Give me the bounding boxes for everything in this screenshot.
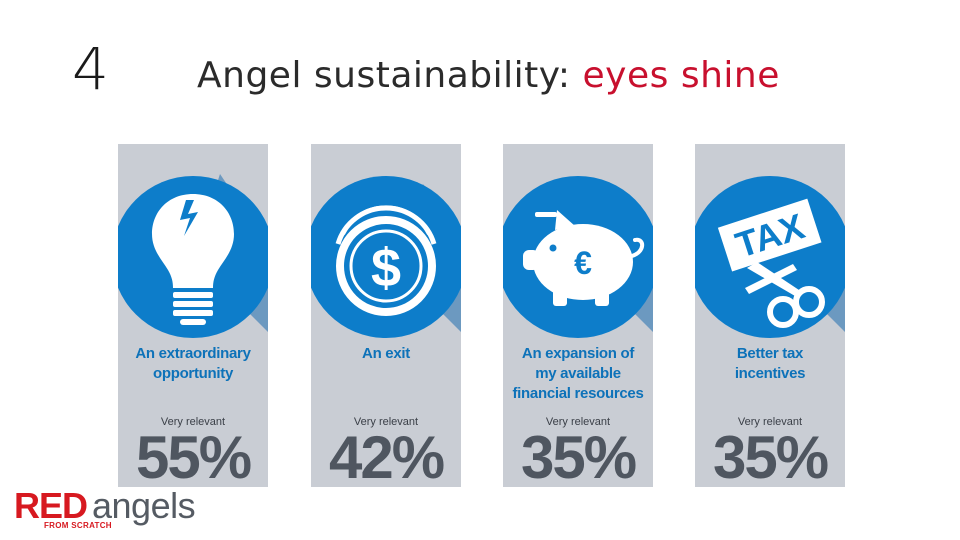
percent-value: 35% [712,424,829,488]
logo-tagline: FROM SCRATCH [44,521,112,530]
dollar-coin-icon: $ [311,176,461,338]
title-accent: eyes shine [582,55,780,96]
dollar-sign: $ [371,238,401,298]
card-label: Better tax incentives [695,344,845,384]
logo-red-text: RED [14,485,88,526]
card-label: An extraordinary opportunity [118,344,268,384]
relevance-label: Very relevant [160,416,226,428]
tax-scissors-icon: TAX [695,176,845,338]
percent-value: 35% [520,424,637,488]
card-exit: $ An exit Very relevant 42% [311,144,461,487]
card-extraordinary-opportunity: An extraordinary opportunity Very releva… [118,144,268,487]
card-label: An exit [311,344,461,364]
card-label-line: financial resources [512,385,644,402]
euro-sign: € [574,245,592,281]
card-tax-incentives: TAX Better tax incentives Very relevant … [695,144,845,487]
card-label-line: incentives [734,365,806,382]
card-label-line: An expansion of [521,345,635,362]
card-expansion-financial: € An expansion of my available financial… [503,144,653,487]
relevance-label: Very relevant [353,416,419,428]
card-label: An expansion of my available financial r… [503,344,653,404]
percent-value: 42% [328,424,445,488]
relevance-label: Very relevant [737,416,803,428]
relevance-label: Very relevant [545,416,611,428]
title-main: Angel sustainability: [197,55,583,96]
card-label-line: An extraordinary [135,345,251,362]
card-label-line: Better tax [736,345,804,362]
piggy-bank-euro-icon: € [503,176,653,338]
redangels-logo: RED angels FROM SCRATCH [14,488,214,534]
slide-title: Angel sustainability: eyes shine [197,58,780,94]
card-label-line: my available [535,365,621,382]
card-label-line: An exit [362,345,410,362]
slide-number: 4 [72,35,109,103]
logo-angels-text: angels [92,485,196,526]
card-label-line: opportunity [152,365,233,382]
percent-value: 55% [135,424,252,488]
lightbulb-icon [118,174,268,338]
